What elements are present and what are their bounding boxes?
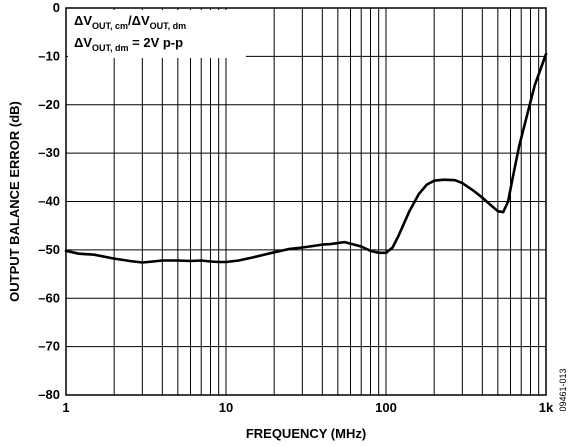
grid [66,8,546,395]
annotation-line-2-main: ΔV [74,35,92,50]
annotation-line-2-sub: OUT, dm [92,43,129,53]
series-line [64,52,548,264]
y-tick-label: –10 [38,48,60,63]
y-tick-label: –50 [38,242,60,257]
y-tick-label: –30 [38,145,60,160]
x-tick-label: 100 [375,400,397,415]
y-tick-label: –60 [38,290,60,305]
figure-id: 09461-013 [558,368,568,411]
y-tick-label: –40 [38,194,60,209]
y-tick-label: –80 [38,387,60,402]
curve-layer [64,52,548,264]
y-tick-labels: 0 –10 –20 –30 –40 –50 –60 –70 –80 [38,0,60,402]
y-tick-label: –20 [38,97,60,112]
annotation-line-1-main: ΔV [74,13,92,28]
annotation-line-2: ΔVOUT, dm = 2V p-p [74,35,183,53]
annotation-line-1-div: /ΔV [128,13,150,28]
y-tick-label: 0 [53,0,60,15]
plot-frame [65,7,547,396]
annotation-line-2-rest: = 2V p-p [129,35,184,50]
annotation-line-1-sub: OUT, cm [92,21,128,31]
x-tick-label: 1k [539,400,554,415]
annotation-background [68,10,246,58]
y-tick-label: –70 [38,339,60,354]
annotation-line-1: ΔVOUT, cm/ΔVOUT, dm [74,13,186,31]
x-axis-label: FREQUENCY (MHz) [246,426,366,441]
x-tick-label: 10 [219,400,233,415]
y-axis-label: OUTPUT BALANCE ERROR (dB) [7,101,22,302]
x-tick-labels: 1 10 100 1k [62,400,554,415]
x-tick-label: 1 [62,400,69,415]
annotation-line-1-sub2: OUT, dm [150,21,187,31]
